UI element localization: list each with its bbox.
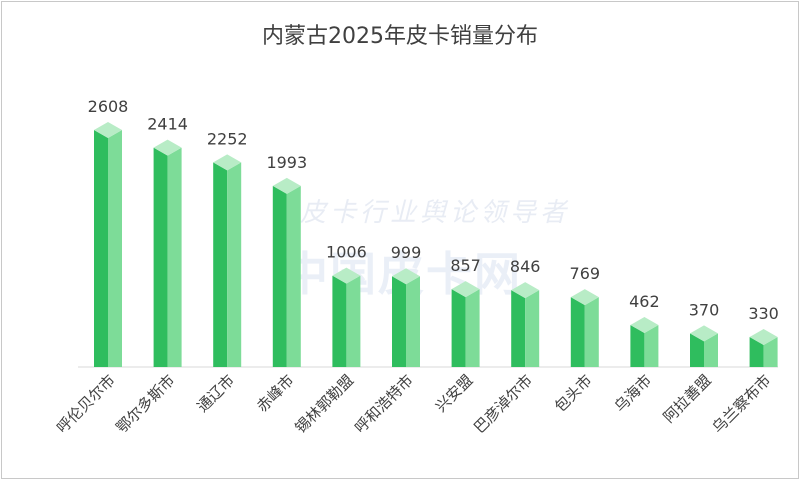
- category-label: 阿拉善盟: [660, 371, 715, 426]
- bar-face-left: [94, 130, 108, 367]
- category-label: 巴彦淖尔市: [470, 371, 536, 437]
- bar-top-cap: [392, 268, 420, 285]
- data-label: 769: [570, 264, 601, 283]
- bar-3: [272, 177, 301, 367]
- bar-face-left: [511, 290, 526, 367]
- chart-title: 内蒙古2025年皮卡销量分布: [262, 24, 538, 49]
- bar-face-right: [644, 325, 659, 367]
- bar-face-right: [763, 337, 778, 367]
- category-label: 赤峰市: [253, 371, 298, 416]
- bar-face-right: [286, 185, 301, 367]
- bar-top-cap: [272, 177, 301, 194]
- data-label: 1006: [326, 243, 367, 262]
- watermark-slogan: 皮卡行业舆论领导者: [300, 198, 571, 228]
- bar-8: [570, 289, 599, 367]
- bar-4: [332, 267, 361, 367]
- category-label: 锡林郭勒盟: [291, 371, 357, 437]
- bar-face-left: [630, 325, 645, 367]
- category-label: 兴安盟: [432, 371, 477, 416]
- bar-7: [511, 282, 540, 367]
- bar-top-cap: [690, 325, 718, 342]
- data-label: 330: [748, 304, 779, 323]
- data-label: 846: [510, 257, 541, 276]
- bar-face-left: [570, 297, 585, 367]
- data-label: 2252: [207, 129, 248, 148]
- category-label: 呼伦贝尔市: [53, 371, 119, 437]
- bar-face-right: [584, 297, 599, 367]
- data-label: 370: [689, 300, 720, 319]
- category-label: 包头市: [551, 371, 596, 416]
- bar-face-left: [332, 275, 347, 367]
- bar-6: [451, 281, 480, 367]
- bar-face-left: [749, 337, 764, 367]
- bar-2: [213, 154, 242, 367]
- bar-face-right: [465, 289, 480, 367]
- data-label: 2414: [147, 115, 188, 134]
- category-label: 呼和浩特市: [351, 371, 417, 437]
- bar-face-right: [108, 130, 122, 367]
- bar-0: [94, 122, 122, 367]
- bar-face-right: [525, 290, 540, 367]
- data-label: 999: [391, 243, 422, 262]
- data-label: 2608: [88, 97, 129, 116]
- bar-11: [749, 329, 778, 367]
- bar-face-left: [153, 147, 168, 367]
- bar-face-right: [406, 276, 420, 367]
- bar-face-left: [213, 162, 228, 367]
- bar-face-left: [392, 276, 406, 367]
- bar-top-cap: [630, 317, 659, 334]
- bar-5: [392, 268, 420, 367]
- bar-10: [690, 325, 718, 367]
- data-label: 1993: [266, 153, 307, 172]
- bar-face-left: [451, 289, 466, 367]
- category-label: 通辽市: [193, 371, 238, 416]
- bar-face-right: [167, 147, 182, 367]
- bar-face-left: [690, 333, 704, 367]
- bar-1: [153, 139, 182, 367]
- bar-top-cap: [451, 281, 480, 298]
- category-label: 乌海市: [611, 371, 656, 416]
- bar-top-cap: [332, 267, 361, 284]
- category-label: 乌兰察布市: [709, 371, 775, 437]
- bar-face-right: [704, 333, 718, 367]
- bar-top-cap: [749, 329, 778, 346]
- bar-9: [630, 317, 659, 367]
- data-label: 857: [450, 256, 481, 275]
- bar-top-cap: [153, 139, 182, 156]
- data-label: 462: [629, 292, 660, 311]
- bar-top-cap: [94, 122, 122, 138]
- bar-face-right: [346, 275, 361, 367]
- bar-face-right: [227, 162, 242, 367]
- bar-top-cap: [570, 289, 599, 306]
- bar-face-left: [272, 185, 287, 367]
- bar-top-cap: [511, 282, 540, 299]
- category-label: 鄂尔多斯市: [113, 371, 179, 437]
- bar-top-cap: [213, 154, 242, 171]
